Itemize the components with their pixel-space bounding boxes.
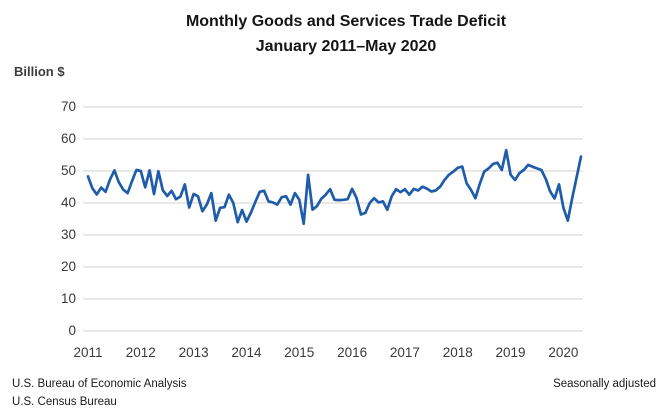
y-tick-label-10: 10 [60,291,76,306]
y-tick-label-40: 40 [60,195,76,210]
y-tick-label-30: 30 [60,227,76,242]
y-axis-unit-label: Billion $ [14,64,65,79]
x-tick-label-2018: 2018 [442,345,473,360]
chart-title: Monthly Goods and Services Trade Deficit… [0,9,670,59]
x-tick-label-2013: 2013 [178,345,209,360]
chart-title-line1: Monthly Goods and Services Trade Deficit [185,13,507,30]
x-tick-label-2012: 2012 [125,345,156,360]
y-tick-label-50: 50 [60,163,76,178]
x-tick-label-2019: 2019 [495,345,526,360]
x-tick-label-2011: 2011 [73,345,103,360]
trade-deficit-line [86,148,583,226]
x-tick-label-2017: 2017 [389,345,420,360]
seasonally-adjusted-note: Seasonally adjusted [553,378,656,390]
source-line-1: U.S. Bureau of Economic Analysis [12,378,187,390]
x-tick-label-2020: 2020 [548,345,579,360]
x-tick-label-2014: 2014 [231,345,262,360]
x-tick-label-2015: 2015 [284,345,315,360]
x-tick-label-2016: 2016 [337,345,368,360]
source-line-2: U.S. Census Bureau [12,396,117,408]
y-tick-label-20: 20 [60,259,76,274]
chart-title-line2: January 2011–May 2020 [255,38,437,55]
y-tick-label-70: 70 [60,99,76,114]
y-tick-label-0: 0 [68,323,76,338]
y-tick-label-60: 60 [60,131,76,146]
